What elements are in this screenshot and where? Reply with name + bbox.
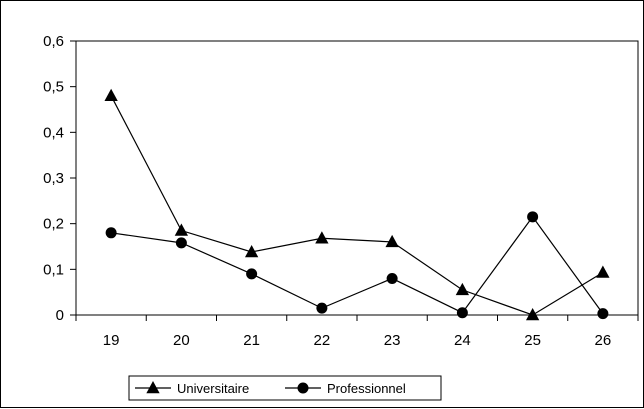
y-tick-label: 0,4 [43, 124, 64, 141]
data-point-universitaire [596, 265, 610, 278]
data-point-universitaire [455, 282, 470, 296]
legend-marker-professionnel [297, 382, 309, 394]
x-tick-label: 21 [243, 332, 260, 349]
data-point-universitaire [525, 308, 540, 321]
x-tick-labels: 19 20 21 22 23 24 25 26 [103, 332, 611, 349]
data-point-professionnel [386, 272, 398, 284]
series-line-professionnel [111, 215, 604, 314]
x-tick-label: 19 [103, 332, 120, 349]
x-tick-label: 26 [595, 332, 612, 349]
x-tick-label: 22 [314, 332, 331, 349]
plot-area-border [75, 40, 639, 316]
axes [70, 40, 639, 321]
y-tick-label: 0 [56, 307, 64, 324]
data-point-professionnel [175, 237, 187, 249]
y-tick-label: 0,2 [43, 216, 64, 233]
legend-label-professionnel: Professionnel [327, 381, 406, 396]
data-point-professionnel [527, 211, 539, 223]
data-point-professionnel [316, 302, 328, 314]
series-line-universitaire [110, 95, 604, 316]
data-point-universitaire [315, 231, 329, 244]
y-tick-label: 0,6 [43, 33, 64, 50]
data-point-professionnel [597, 308, 609, 320]
x-tick-label: 20 [173, 332, 190, 349]
y-tick-labels: 0 0,1 0,2 0,3 0,4 0,5 0,6 [43, 33, 64, 324]
data-point-universitaire [174, 223, 189, 236]
data-point-professionnel [246, 268, 258, 280]
data-point-professionnel [456, 307, 468, 319]
data-point-professionnel [105, 227, 117, 239]
legend-marker-universitaire [146, 381, 160, 394]
data-point-universitaire [385, 234, 399, 248]
legend-label-universitaire: Universitaire [177, 381, 249, 396]
data-point-universitaire [244, 244, 259, 258]
y-tick-label: 0,1 [43, 261, 64, 278]
data-point-universitaire [104, 88, 118, 102]
x-tick-label: 23 [384, 332, 401, 349]
series-lines [104, 88, 610, 321]
x-tick-label: 25 [524, 332, 541, 349]
y-tick-label: 0,3 [43, 170, 64, 187]
legend: Universitaire Professionnel [128, 375, 442, 401]
y-tick-label: 0,5 [43, 79, 64, 96]
x-tick-label: 24 [454, 332, 471, 349]
